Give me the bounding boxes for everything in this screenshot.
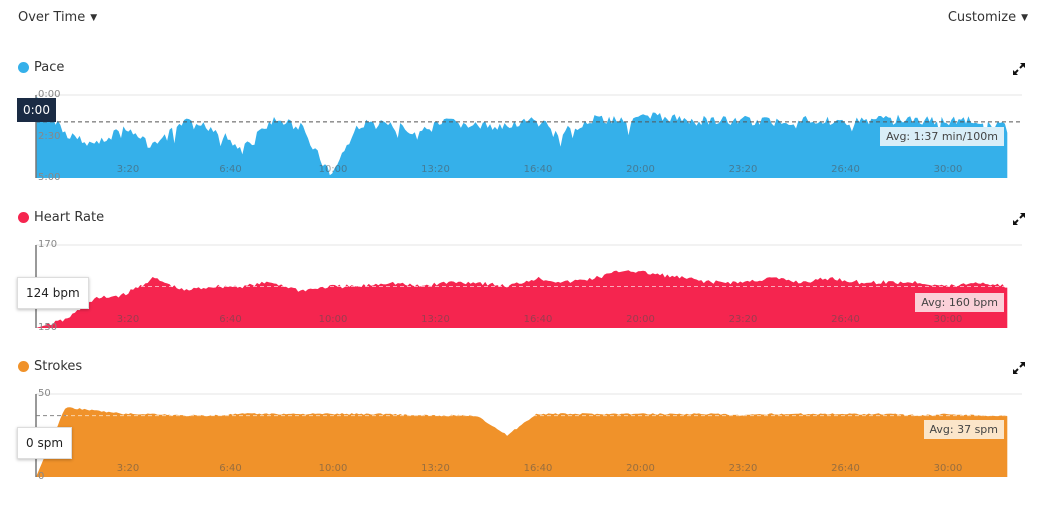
x-axis-tick-label: 26:40 xyxy=(831,314,860,325)
heart-rate-average-label: Avg: 160 bpm xyxy=(915,293,1004,312)
y-axis-tick-label: 150 xyxy=(38,322,58,333)
x-axis-tick-label: 13:20 xyxy=(421,164,450,175)
x-axis-tick-label: 26:40 xyxy=(831,463,860,474)
strokes-chart-section: Strokes 502503:206:4010:0013:2016:4020:0… xyxy=(0,359,1040,509)
pace-title-text: Pace xyxy=(34,60,65,75)
heart-rate-hover-tooltip: 124 bpm xyxy=(17,277,89,309)
heart-rate-area-series xyxy=(36,270,1008,328)
x-axis-tick-label: 30:00 xyxy=(933,463,963,474)
x-axis-tick-label: 6:40 xyxy=(219,164,242,175)
x-axis-tick-label: 10:00 xyxy=(318,314,348,325)
x-axis-tick-label: 10:00 xyxy=(318,463,348,474)
heart-rate-chart-title: Heart Rate xyxy=(18,210,104,225)
strokes-legend-dot-icon xyxy=(18,361,29,372)
strokes-title-text: Strokes xyxy=(34,359,83,374)
x-axis-tick-label: 16:40 xyxy=(523,314,553,325)
y-axis-tick-label: 0 xyxy=(38,471,45,482)
pace-area-series xyxy=(36,96,1008,178)
x-axis-tick-label: 13:20 xyxy=(421,314,450,325)
x-axis-tick-label: 6:40 xyxy=(219,463,242,474)
x-axis-tick-label: 30:00 xyxy=(933,314,963,325)
x-axis-tick-label: 30:00 xyxy=(933,164,963,175)
pace-chart-section: Pace 0:00 2:30 5:00 3:20 6:40 10:00 13:20 16:40… xyxy=(0,60,1040,210)
toolbar: Over Time ▼ Customize ▼ xyxy=(0,0,1040,36)
x-axis-tick-label: 26:40 xyxy=(831,164,860,175)
strokes-area-series xyxy=(36,407,1008,477)
caret-down-icon: ▼ xyxy=(1021,13,1028,23)
x-axis-tick-label: 23:20 xyxy=(728,314,758,325)
x-axis-tick-label: 3:20 xyxy=(116,463,140,474)
caret-down-icon: ▼ xyxy=(90,13,98,23)
y-axis-tick-label: 170 xyxy=(38,239,58,250)
x-axis-tick-label: 6:40 xyxy=(219,314,242,325)
y-axis-tick-label: 50 xyxy=(38,388,51,399)
x-axis-tick-label: 20:00 xyxy=(626,314,655,325)
expand-icon[interactable] xyxy=(1012,62,1026,76)
pace-legend-dot-icon xyxy=(18,62,29,73)
strokes-hover-tooltip: 0 spm xyxy=(17,427,73,459)
y-axis-tick-label: 2:30 xyxy=(38,130,61,142)
heart-rate-chart-section: Heart Rate 1701601503:206:4010:0013:2016… xyxy=(0,210,1040,360)
expand-icon[interactable] xyxy=(1012,361,1026,375)
strokes-average-label: Avg: 37 spm xyxy=(923,420,1004,439)
pace-average-label: Avg: 1:37 min/100m xyxy=(880,127,1004,146)
x-axis-tick-label: 23:20 xyxy=(728,164,758,175)
expand-icon[interactable] xyxy=(1012,212,1026,226)
y-axis-tick-label: 0:00 xyxy=(38,89,61,100)
view-mode-dropdown[interactable]: Over Time ▼ xyxy=(18,10,97,25)
pace-area-chart[interactable] xyxy=(0,60,1040,210)
x-axis-tick-label: 10:00 xyxy=(318,164,348,175)
x-axis-tick-label: 16:40 xyxy=(523,164,553,175)
pace-chart-title: Pace xyxy=(18,60,64,75)
customize-label: Customize xyxy=(947,10,1017,25)
x-axis-tick-label: 3:20 xyxy=(116,314,140,325)
heart-rate-area-chart[interactable] xyxy=(0,210,1040,360)
x-axis-tick-label: 20:00 xyxy=(626,463,655,474)
y-axis-tick-label: 5:00 xyxy=(38,172,61,183)
x-axis-tick-label: 3:20 xyxy=(116,164,140,175)
pace-hover-tooltip: 0:00 xyxy=(17,98,56,122)
strokes-area-chart[interactable] xyxy=(0,359,1040,509)
x-axis-tick-label: 20:00 xyxy=(626,164,655,175)
x-axis-tick-label: 13:20 xyxy=(421,463,450,474)
x-axis-tick-label: 16:40 xyxy=(523,463,553,474)
x-axis-tick-label: 23:20 xyxy=(728,463,758,474)
strokes-chart-title: Strokes xyxy=(18,359,82,374)
heart-rate-legend-dot-icon xyxy=(18,212,29,223)
customize-dropdown[interactable]: Customize ▼ xyxy=(948,10,1028,25)
heart-rate-title-text: Heart Rate xyxy=(34,210,105,225)
view-mode-label: Over Time xyxy=(18,10,86,25)
